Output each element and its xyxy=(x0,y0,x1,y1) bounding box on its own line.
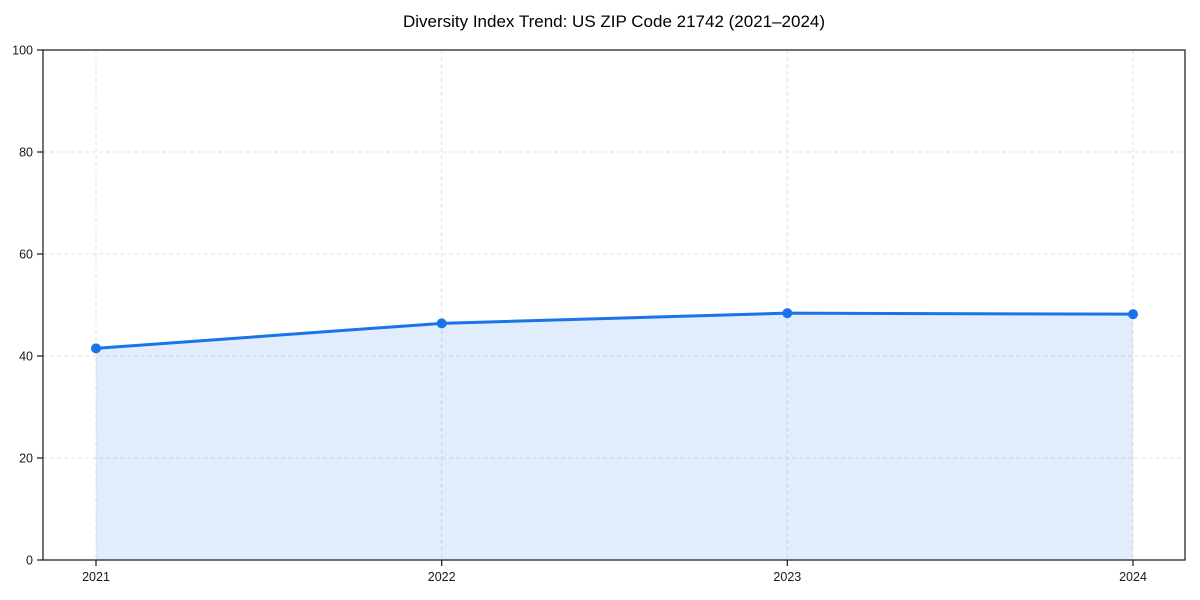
plot-border xyxy=(42,49,1186,561)
data-point-2023 xyxy=(782,308,793,319)
tick-label-x-2023: 2023 xyxy=(773,570,801,584)
tick-label-y-100: 100 xyxy=(12,44,33,58)
tick-label-x-2022: 2022 xyxy=(428,570,456,584)
tick-label-y-0: 0 xyxy=(26,554,33,568)
data-point-2022 xyxy=(436,318,447,329)
tick-label-y-20: 20 xyxy=(19,452,33,466)
area-fill xyxy=(96,313,1133,560)
plot-area-background xyxy=(43,50,1185,560)
data-point-2024 xyxy=(1128,309,1138,320)
trend-line xyxy=(94,311,1135,350)
tick-label-y-60: 60 xyxy=(19,248,33,262)
chart-title: Diversity Index Trend: US ZIP Code 21742… xyxy=(402,12,826,31)
data-point-2021 xyxy=(91,343,101,354)
tick-label-y-40: 40 xyxy=(19,350,33,364)
tick-label-x-2021: 2021 xyxy=(82,570,110,584)
tick-label-y-80: 80 xyxy=(19,146,33,160)
tick-label-x-2024: 2024 xyxy=(1119,570,1147,584)
